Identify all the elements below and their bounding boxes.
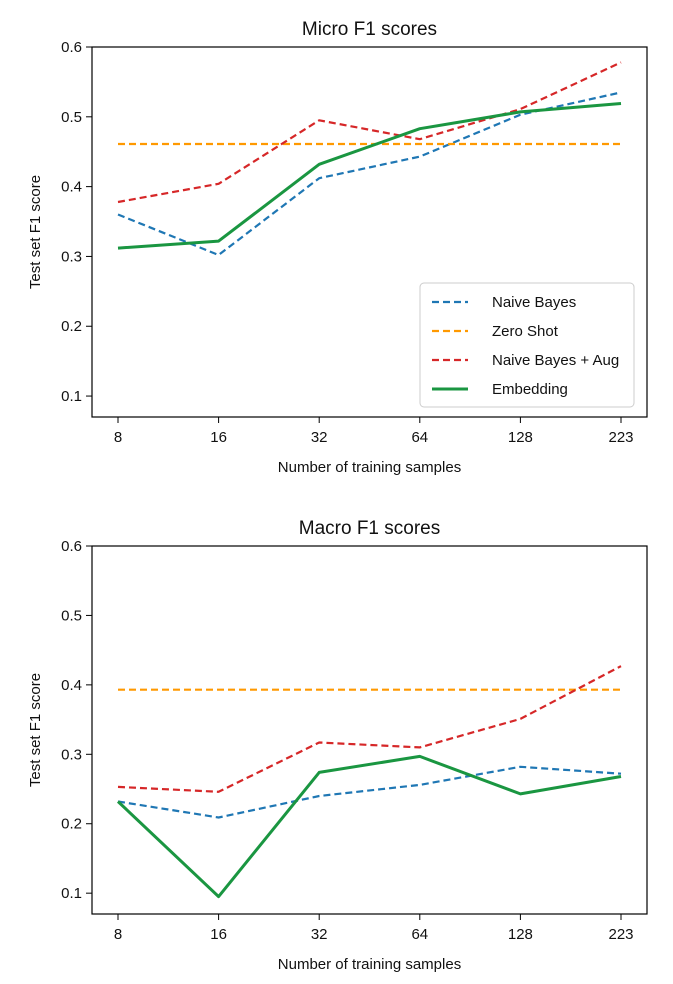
x-tick-label: 8 [114,429,122,446]
x-tick-label: 64 [411,926,428,943]
legend-label: Naive Bayes [492,294,576,311]
y-tick-label: 0.3 [61,248,82,265]
x-tick-label: 128 [508,926,533,943]
y-tick-label: 0.2 [61,816,82,833]
legend: Naive Bayes Zero Shot Naive Bayes + Aug Emb… [419,282,635,408]
series-line-embedding [117,102,622,250]
y-tick-label: 0.3 [61,746,82,763]
macro-f1-chart: Macro F1 scores Number of training sampl… [27,518,648,973]
x-tick-label: 223 [608,429,633,446]
x-tick-label: 32 [311,429,328,446]
x-tick-label: 64 [411,429,428,446]
y-tick-label: 0.1 [61,885,82,902]
x-tick-label: 128 [508,429,533,446]
series-line-naive-bayes-aug [117,61,622,204]
x-tick-label: 223 [608,926,633,943]
y-axis-label: Test set F1 score [27,673,44,787]
x-axis-label: Number of training samples [278,459,461,476]
y-tick-label: 0.6 [61,39,82,56]
plot-frame [91,545,648,915]
y-tick-label: 0.6 [61,538,82,555]
y-tick-label: 0.4 [61,677,82,694]
x-tick-label: 16 [210,429,227,446]
series-line-naive-bayes [117,91,622,257]
y-axis-label: Test set F1 score [27,175,44,289]
series-line-naive-bayes-aug [117,665,622,793]
legend-label: Naive Bayes + Aug [492,352,619,369]
x-tick-label: 32 [311,926,328,943]
series-line-embedding [116,754,622,899]
micro-f1-chart: Micro F1 scores Number of training sampl… [27,19,648,476]
x-axis-label: Number of training samples [278,956,461,973]
x-tick-label: 8 [114,926,122,943]
legend-label: Embedding [492,381,568,398]
y-tick-label: 0.4 [61,179,82,196]
y-tick-label: 0.5 [61,109,82,126]
chart-title: Micro F1 scores [302,19,437,40]
series-line-naive-bayes [117,765,622,819]
plot-frame [91,46,648,418]
y-tick-label: 0.2 [61,318,82,335]
legend-label: Zero Shot [492,323,559,340]
legend-box [419,282,635,408]
x-tick-label: 16 [210,926,227,943]
y-tick-label: 0.1 [61,388,82,405]
chart-title: Macro F1 scores [299,518,440,539]
y-tick-label: 0.5 [61,607,82,624]
